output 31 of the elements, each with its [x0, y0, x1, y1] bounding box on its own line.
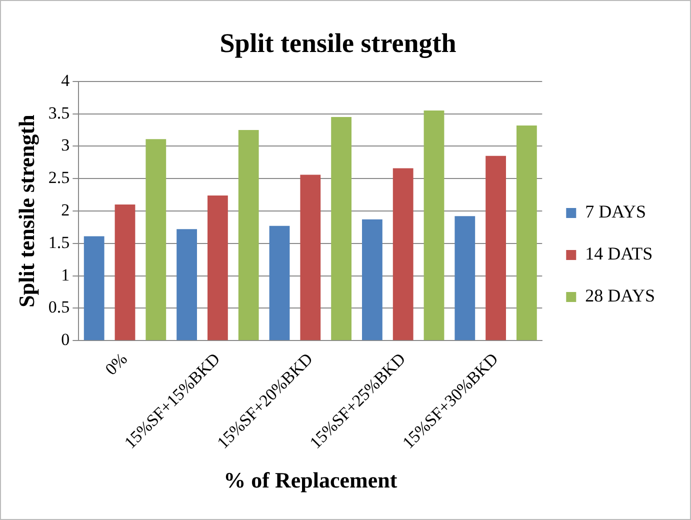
bar: [300, 174, 321, 340]
y-tick-label: 1: [61, 265, 70, 284]
y-tick-label: 2: [61, 200, 70, 220]
bar: [331, 117, 352, 340]
bar: [208, 195, 228, 340]
y-tick-label: 0.5: [48, 298, 70, 317]
bar: [392, 168, 414, 340]
bar: [84, 236, 104, 340]
chart-title: Split tensile strength: [220, 28, 456, 58]
y-tick-label: 3.5: [48, 103, 70, 122]
bar: [362, 219, 382, 340]
y-tick-label: 4: [61, 70, 70, 90]
bar: [146, 139, 166, 340]
legend-label: 14 DATS: [585, 244, 653, 264]
bar: [424, 110, 444, 340]
bar: [454, 216, 476, 340]
y-axis-title: Split tensile strength: [14, 114, 39, 308]
y-tick-label: 1.5: [48, 232, 70, 252]
legend-label: 7 DAYS: [585, 202, 646, 222]
bar: [238, 130, 259, 340]
bar: [114, 204, 136, 340]
bar: [486, 156, 506, 340]
bar: [269, 226, 290, 340]
y-tick-label: 2.5: [48, 168, 70, 188]
bar: [516, 125, 537, 340]
x-tick-label: 0%: [102, 349, 131, 379]
y-tick-label: 0: [61, 330, 70, 350]
bar: [176, 229, 197, 340]
legend-label: 28 DAYS: [585, 286, 656, 306]
y-tick-label: 3: [61, 136, 70, 155]
x-axis-title: % of Replacement: [224, 467, 398, 492]
